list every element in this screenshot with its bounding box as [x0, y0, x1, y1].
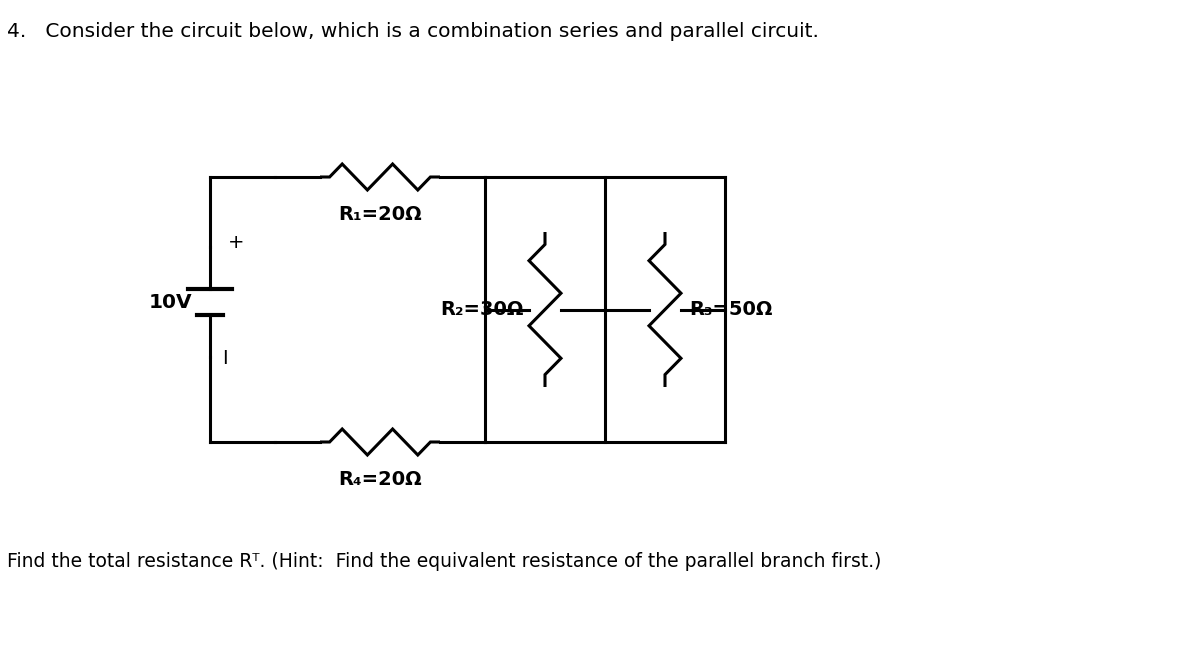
Text: 10V: 10V: [149, 292, 192, 311]
Text: R₃=50Ω: R₃=50Ω: [689, 300, 773, 319]
Text: Find the total resistance Rᵀ. (Hint:  Find the equivalent resistance of the para: Find the total resistance Rᵀ. (Hint: Fin…: [7, 552, 881, 571]
Text: 4.   Consider the circuit below, which is a combination series and parallel circ: 4. Consider the circuit below, which is …: [7, 22, 818, 41]
Text: +: +: [228, 233, 245, 252]
Text: R₄=20Ω: R₄=20Ω: [338, 470, 422, 489]
Text: I: I: [222, 349, 228, 368]
Text: R₁=20Ω: R₁=20Ω: [338, 205, 422, 224]
Text: R₂=30Ω: R₂=30Ω: [440, 300, 524, 319]
